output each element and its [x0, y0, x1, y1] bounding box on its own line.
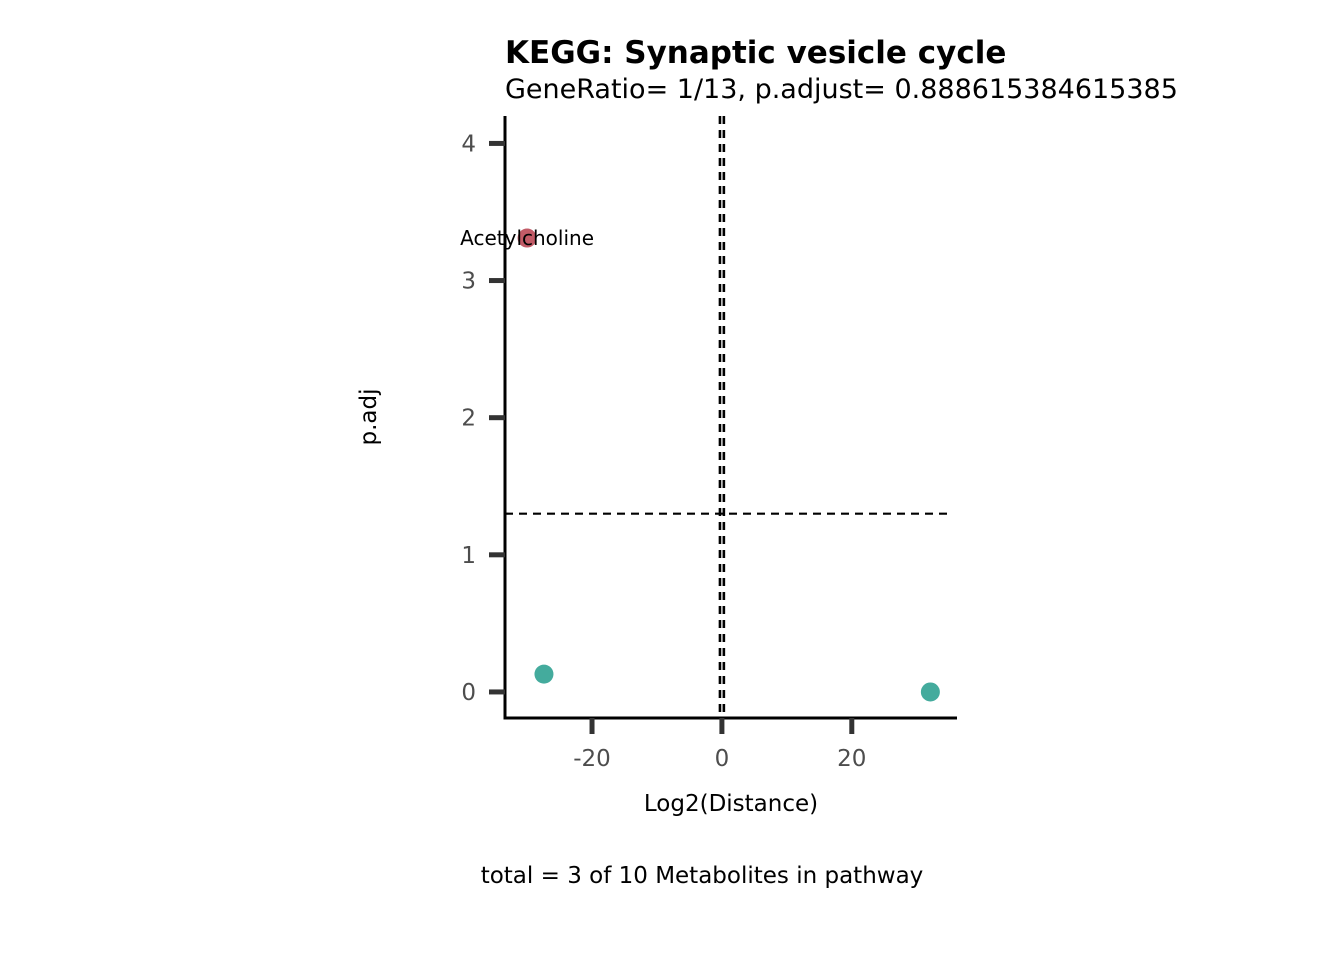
point-label: Acetylcholine [460, 226, 594, 250]
x-axis-title: Log2(Distance) [644, 791, 818, 817]
chart-subtitle: GeneRatio= 1/13, p.adjust= 0.88861538461… [505, 74, 1178, 105]
y-tick-label: 0 [461, 680, 476, 706]
y-tick-label: 4 [461, 131, 476, 157]
x-tick-label: 0 [715, 746, 730, 772]
x-tick-label: -20 [573, 746, 611, 772]
y-tick-label: 1 [461, 543, 476, 569]
data-point-up [517, 228, 537, 248]
reference-lines [505, 116, 951, 718]
chart-title: KEGG: Synaptic vesicle cycle [505, 35, 1006, 71]
x-tick-label: 20 [837, 746, 866, 772]
data-point-down [534, 664, 554, 684]
point-labels: Acetylcholine [460, 226, 594, 250]
y-tick-label: 3 [461, 269, 476, 295]
data-point-down [920, 682, 940, 702]
data-points [517, 228, 940, 702]
y-axis-title: p.adj [356, 389, 382, 446]
axes: -20 0 20 0 1 2 3 4 [461, 116, 957, 772]
chart-caption: total = 3 of 10 Metabolites in pathway [481, 863, 924, 889]
y-tick-label: 2 [461, 406, 476, 432]
